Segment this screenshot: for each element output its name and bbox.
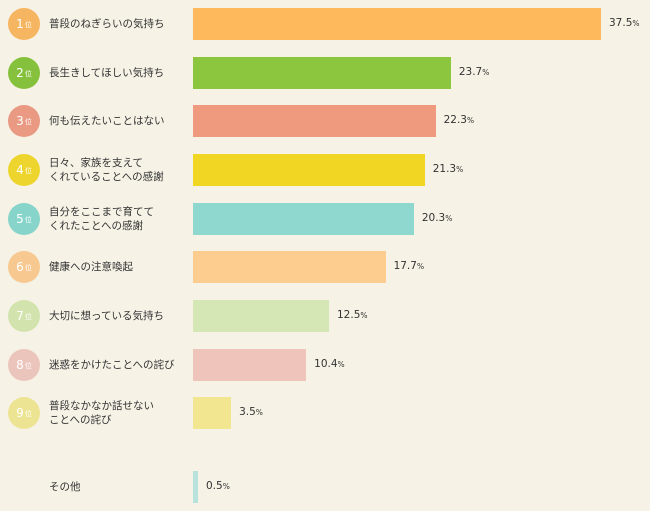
category-label: 長生きしてほしい気持ち	[49, 67, 165, 79]
bar	[193, 349, 307, 381]
rank-number: 7	[16, 309, 24, 323]
value-label: 37.5%	[609, 17, 640, 29]
rank-number: 1	[16, 17, 24, 31]
bar	[193, 397, 232, 429]
value-label: 20.3%	[422, 212, 453, 224]
value-number: 12.5	[337, 309, 361, 321]
value-number: 3.5	[239, 406, 256, 418]
value-unit: %	[467, 116, 475, 125]
rank-number: 5	[16, 212, 24, 226]
value-label: 23.7%	[459, 66, 490, 78]
category-label: 大切に想っている気持ち	[49, 310, 164, 322]
value-number: 20.3	[421, 212, 446, 224]
category-label: 迷惑をかけたことへの詫び	[49, 359, 175, 371]
category-label: 普段のねぎらいの気持ち	[49, 18, 165, 30]
value-number: 23.7	[458, 66, 483, 78]
chart-row: 3 位何も伝えたいことはない 22.3%	[0, 101, 650, 141]
rank-number: 3	[16, 114, 24, 128]
chart-row: 2 位長生きしてほしい気持ち 23.7%	[0, 53, 650, 93]
value-label: 21.3%	[433, 163, 464, 175]
value-number: 21.3	[432, 163, 457, 175]
category-label: 日々、家族を支えて くれていることへの感謝	[49, 157, 164, 183]
chart-row: 6 位健康への注意喚起 17.7%	[0, 247, 650, 287]
bar	[193, 57, 451, 89]
value-label: 0.5%	[206, 480, 230, 492]
chart-row: 7 位大切に想っている気持ち 12.5%	[0, 296, 650, 336]
value-label: 17.7%	[394, 260, 425, 272]
value-number: 0.5	[206, 480, 223, 492]
value-label: 3.5%	[239, 406, 263, 418]
rank-number: 4	[16, 163, 24, 177]
bar	[193, 8, 601, 40]
category-label: 自分をここまで育てて くれたことへの感謝	[49, 206, 154, 232]
value-unit: %	[416, 262, 425, 271]
rank-suffix: 位	[24, 263, 32, 272]
rank-suffix: 位	[24, 312, 32, 321]
bar	[193, 251, 386, 283]
chart-row: 9 位普段なかなか話せない ことへの詫び 3.5%	[0, 393, 650, 433]
rank-number: 9	[16, 406, 24, 420]
value-number: 10.4	[314, 358, 338, 370]
value-number: 17.7	[393, 260, 417, 272]
rank-suffix: 位	[24, 409, 32, 418]
bar	[193, 471, 198, 503]
bar	[193, 300, 329, 332]
chart-row: 1 位普段のねぎらいの気持ち 37.5%	[0, 4, 650, 44]
value-unit: %	[445, 214, 453, 223]
value-unit: %	[360, 311, 368, 320]
value-number: 22.3	[443, 114, 467, 126]
rank-suffix: 位	[24, 215, 32, 224]
rank-suffix: 位	[24, 166, 32, 175]
category-label: その他	[49, 481, 81, 493]
rank-suffix: 位	[24, 69, 32, 78]
chart-row: 4 位日々、家族を支えて くれていることへの感謝 21.3%	[0, 150, 650, 190]
rank-number: 8	[16, 358, 24, 372]
value-unit: %	[456, 165, 464, 174]
value-unit: %	[222, 482, 230, 491]
category-label: 健康への注意喚起	[49, 261, 133, 273]
value-unit: %	[255, 408, 263, 417]
rank-suffix: 位	[24, 20, 32, 29]
value-label: 12.5%	[337, 309, 368, 321]
rank-number: 6	[16, 260, 24, 274]
value-unit: %	[632, 19, 640, 28]
chart-row: 8 位迷惑をかけたことへの詫び 10.4%	[0, 345, 650, 385]
category-label: 普段なかなか話せない ことへの詫び	[49, 400, 154, 426]
chart-row: その他 0.5%	[0, 467, 650, 507]
bar	[193, 105, 436, 137]
value-unit: %	[482, 68, 490, 77]
rank-suffix: 位	[24, 361, 32, 370]
rank-number: 2	[16, 66, 24, 80]
value-label: 22.3%	[444, 114, 475, 126]
value-unit: %	[337, 360, 345, 369]
rank-suffix: 位	[24, 117, 32, 126]
value-number: 37.5	[609, 17, 633, 29]
value-label: 10.4%	[314, 358, 345, 370]
bar	[193, 203, 414, 235]
chart-row: 5 位自分をここまで育てて くれたことへの感謝 20.3%	[0, 199, 650, 239]
bar	[193, 154, 425, 186]
category-label: 何も伝えたいことはない	[49, 115, 165, 127]
